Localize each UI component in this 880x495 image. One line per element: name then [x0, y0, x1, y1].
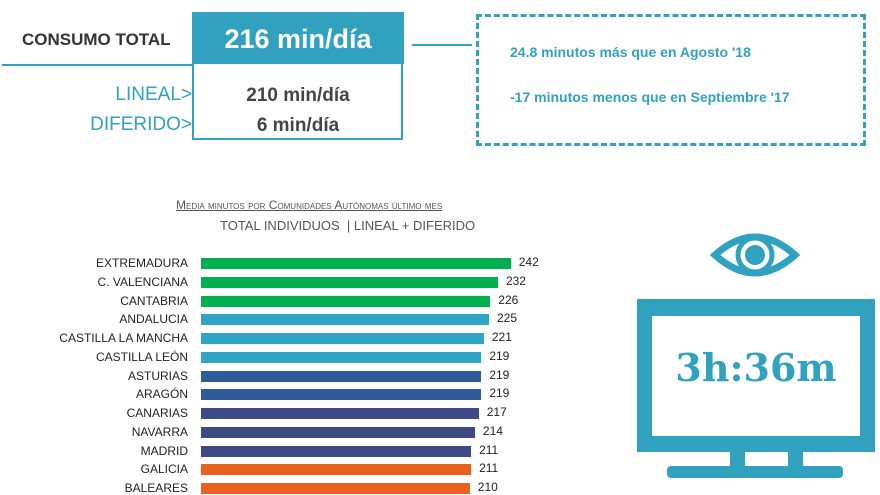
data-label: 217	[486, 405, 507, 420]
category-label: ARAGÓN	[135, 387, 188, 402]
category-label: EXTREMADURA	[95, 256, 188, 270]
category-label: GALICIA	[140, 462, 188, 477]
data-label: 210	[477, 480, 498, 495]
bar	[201, 370, 482, 382]
data-label: 219	[489, 367, 510, 382]
diferido-value: 6 min/día	[256, 115, 340, 136]
arrow-connector	[412, 44, 472, 46]
data-label: 221	[491, 330, 512, 345]
eye-icon	[709, 233, 801, 277]
consumo-total-label: CONSUMO TOTAL	[22, 30, 171, 49]
chart-title: Media minutos por Comunidades Autónomas …	[176, 198, 443, 212]
divider	[2, 64, 192, 66]
data-label: 214	[482, 423, 503, 438]
lineal-label: LINEAL>	[115, 84, 192, 105]
data-label: 211	[479, 461, 499, 476]
comparison-box	[476, 14, 866, 146]
chart-subtitle: TOTAL INDIVIDUOS | LINEAL + DIFERIDO	[220, 218, 476, 233]
total-value: 216 min/día	[192, 12, 404, 64]
bar	[201, 464, 472, 476]
category-label: C. VALENCIANA	[97, 274, 188, 289]
category-label: CASTILLA LEÓN	[95, 349, 188, 364]
category-label: ANDALUCIA	[119, 312, 188, 327]
bar	[201, 426, 475, 438]
data-label: 219	[489, 348, 510, 363]
comparison-line-2: -17 minutos menos que en Septiembre '17	[510, 89, 790, 105]
data-label: 232	[505, 273, 526, 288]
breakdown-box	[192, 64, 403, 140]
bar	[201, 351, 482, 363]
category-label: ASTURIAS	[127, 368, 188, 383]
tv-graphic	[637, 233, 875, 478]
category-label: CASTILLA LA MANCHA	[59, 331, 188, 346]
data-label: 211	[479, 442, 499, 457]
lineal-value: 210 min/día	[246, 85, 350, 106]
diferido-label: DIFERIDO>	[90, 114, 192, 135]
bar	[201, 276, 498, 288]
bar	[201, 408, 479, 420]
category-label: CANARIAS	[126, 406, 188, 421]
tv-time-value: 3h:36m	[675, 345, 837, 390]
bar	[201, 258, 511, 269]
data-label: 225	[497, 311, 518, 326]
comparison-line-1: 24.8 minutos más que en Agosto '18	[510, 44, 751, 60]
data-label: 219	[489, 386, 510, 401]
bar	[201, 333, 484, 345]
bar	[201, 295, 491, 307]
category-label: NAVARRA	[131, 424, 188, 439]
tv-icon	[637, 299, 875, 478]
category-label: MADRID	[140, 443, 188, 458]
category-label: CANTABRIA	[120, 293, 188, 308]
bar	[201, 314, 489, 326]
data-label: 226	[498, 292, 519, 307]
bar	[201, 445, 472, 457]
bar	[201, 389, 482, 401]
category-label: BALEARES	[124, 481, 188, 495]
bar	[201, 483, 470, 495]
data-label: 242	[518, 255, 539, 269]
